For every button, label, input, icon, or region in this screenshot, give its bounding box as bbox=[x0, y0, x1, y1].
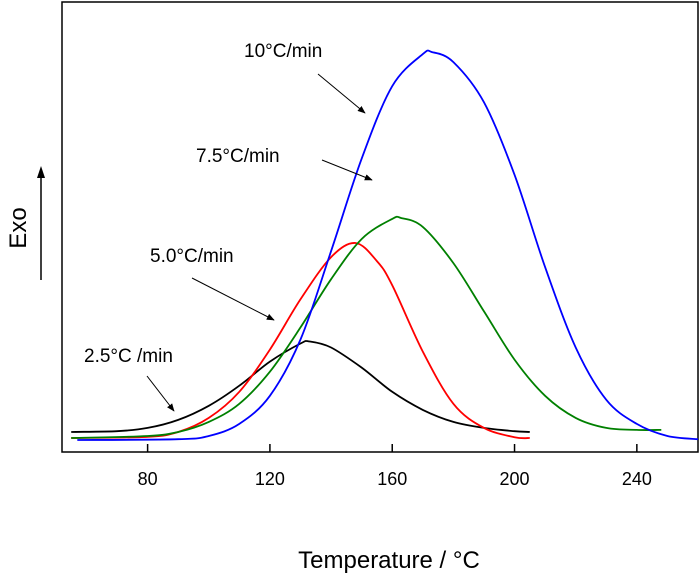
plot-frame bbox=[61, 1, 699, 453]
annotation-label: 10°C/min bbox=[244, 41, 322, 62]
annotation-arrow bbox=[317, 73, 366, 114]
x-axis-title: Temperature / °C bbox=[298, 547, 480, 574]
exo-arrow bbox=[37, 166, 45, 280]
x-tick-label: 160 bbox=[377, 469, 407, 489]
annotation-arrow bbox=[191, 277, 275, 321]
series-line-3 bbox=[77, 49, 699, 441]
x-tick-label: 240 bbox=[622, 469, 652, 489]
y-axis-title: Exo bbox=[5, 207, 32, 248]
series-line-1 bbox=[71, 242, 530, 440]
x-tick-label: 200 bbox=[500, 469, 530, 489]
annotation-label: 7.5°C/min bbox=[196, 146, 280, 167]
annotations-layer: 10°C/min 7.5°C/min 5.0°C/min 2.5°C /min bbox=[84, 41, 373, 412]
annotation-label: 5.0°C/min bbox=[150, 246, 234, 267]
x-tick-label: 80 bbox=[138, 469, 158, 489]
annotation-label: 2.5°C /min bbox=[84, 346, 173, 367]
x-axis-tick-labels: 80 120 160 200 240 bbox=[138, 469, 652, 489]
annotation-arrow bbox=[146, 375, 175, 412]
series-line-2 bbox=[71, 215, 662, 439]
x-axis-ticks bbox=[146, 444, 638, 452]
series-layer bbox=[71, 49, 699, 441]
series-line-0 bbox=[71, 340, 530, 433]
annotation-arrow bbox=[321, 159, 373, 181]
x-tick-label: 120 bbox=[255, 469, 285, 489]
